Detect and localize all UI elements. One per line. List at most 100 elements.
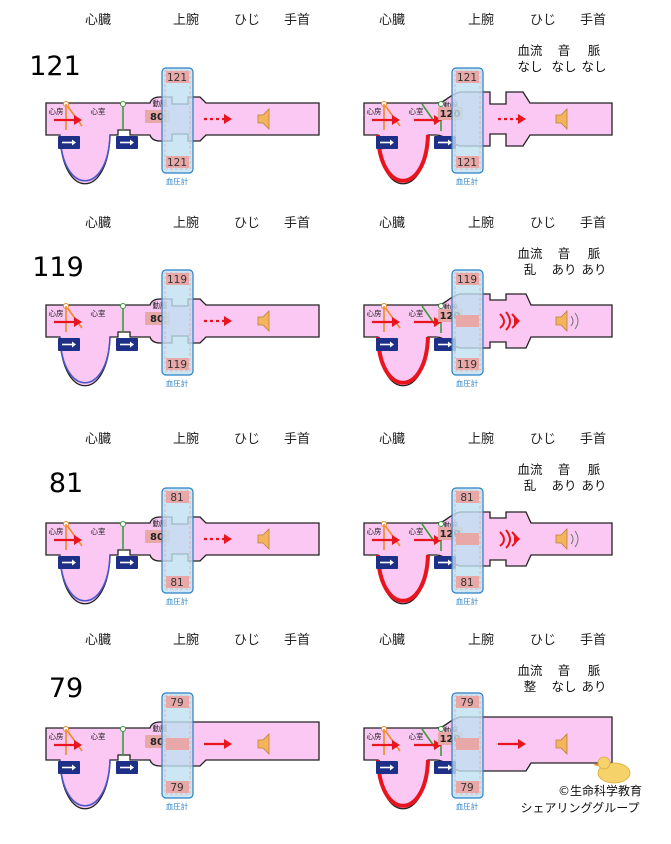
- header-upper_arm-row3-right: 上腕: [468, 431, 494, 447]
- turbulent-flow-head: [514, 533, 520, 545]
- cuff-top-value: 81: [460, 492, 473, 504]
- atrium-label: 心房: [367, 308, 382, 318]
- gauge-label: 血圧計: [166, 801, 189, 811]
- artery-pressure-value: 120: [440, 109, 461, 120]
- header-upper_arm-row4-right: 上腕: [468, 632, 494, 648]
- flow-icon-head: [72, 559, 76, 566]
- inflow-arrow-head: [74, 115, 82, 125]
- aortic-valve-hinge: [120, 303, 126, 309]
- speaker-icon: [257, 528, 270, 550]
- cuff-top-value: 119: [167, 274, 187, 286]
- header-upper_arm-row3-left: 上腕: [173, 431, 199, 447]
- stat-flow-label-row3: 血流: [517, 462, 543, 477]
- stat-flow-value-row3: 乱: [524, 478, 537, 493]
- flow-icon-head: [390, 559, 394, 566]
- outflow-arrow-head: [434, 115, 442, 125]
- cuff-bottom-box: [166, 576, 189, 588]
- cuff-top-value: 121: [167, 72, 187, 84]
- gauge-label: 血圧計: [456, 378, 479, 388]
- panel-row1-left: 心房 心室 動脈 80 121 121 血圧計: [45, 67, 320, 186]
- header-upper_arm-row2-right: 上腕: [468, 215, 494, 231]
- cuff-top-value: 79: [170, 697, 183, 709]
- stat-pulse-label-row3: 脈: [588, 462, 601, 477]
- ventricle-wall: [59, 134, 111, 182]
- duck-beak: [593, 763, 598, 766]
- downstream-arrow-head: [224, 534, 232, 544]
- outflow-arrow-head: [434, 740, 442, 750]
- credit-line1: ©生命科学教育: [558, 783, 642, 798]
- outflow-arrow-head: [434, 317, 442, 327]
- header-upper_arm-row1-right: 上腕: [468, 12, 494, 28]
- stat-sound-label-row1: 音: [558, 43, 571, 58]
- flow-icon-head: [448, 139, 452, 146]
- cuff-bottom-value: 119: [457, 359, 477, 371]
- cuff-center-box: [456, 533, 479, 545]
- aortic-valve-hinge: [120, 521, 126, 527]
- header-elbow-row2-left: ひじ: [234, 216, 260, 231]
- header-elbow-row3-right: ひじ: [530, 432, 556, 447]
- cuff-bottom-value: 119: [167, 359, 187, 371]
- header-wrist-row2-right: 手首: [580, 216, 606, 231]
- ventricle-wall: [376, 759, 430, 808]
- header-upper_arm-row4-left: 上腕: [173, 632, 199, 648]
- ventricle-label: 心室: [91, 526, 106, 536]
- panel-row2-left: 心房 心室 動脈 80 119 119 血圧計: [45, 269, 320, 388]
- sound-waves-icon: [570, 530, 579, 548]
- cuff-top-box: [166, 273, 189, 285]
- speaker-icon: [555, 733, 568, 755]
- inflow-arrow-head: [74, 740, 82, 750]
- cuff-top-box: [166, 71, 189, 83]
- header-heart-row4-left: 心臓: [85, 633, 111, 648]
- header-elbow-row1-right: ひじ: [530, 13, 556, 28]
- flow-icon-head: [130, 139, 134, 146]
- cuff-pressure-row1: 121: [29, 51, 81, 82]
- cuff-top-box: [456, 491, 479, 503]
- header-wrist-row3-right: 手首: [580, 432, 606, 447]
- ventricle-wall: [376, 134, 430, 183]
- artery-vessel: [363, 293, 613, 387]
- downstream-arrow-head: [224, 316, 232, 326]
- cuff-bottom-value: 121: [167, 157, 187, 169]
- stat-pulse-label-row2: 脈: [588, 246, 601, 261]
- duck-head: [597, 756, 611, 770]
- stat-sound-label-row4: 音: [558, 663, 571, 678]
- artery-label: 動脈: [153, 300, 168, 310]
- flow-icon-head: [390, 341, 394, 348]
- header-elbow-row4-left: ひじ: [234, 633, 260, 648]
- atrium-label: 心房: [49, 106, 64, 116]
- cuff-bottom-value: 79: [460, 782, 473, 794]
- panel-row3-left: 心房 心室 動脈 80 81 81 血圧計: [45, 487, 320, 606]
- header-wrist-row4-right: 手首: [580, 633, 606, 648]
- cuff-bottom-box: [166, 358, 189, 370]
- cuff-bottom-box: [456, 576, 479, 588]
- artery-vessel: [363, 511, 613, 605]
- cuff-top-value: 121: [457, 72, 477, 84]
- ventricle-label: 心室: [409, 308, 424, 318]
- pressure-cuff: [451, 67, 484, 174]
- cuff-top-box: [166, 696, 189, 708]
- gauge-label: 血圧計: [166, 596, 189, 606]
- gauge-label: 血圧計: [166, 378, 189, 388]
- artery-pressure-value: 120: [440, 311, 461, 322]
- cuff-pressure-row3: 81: [49, 468, 83, 499]
- cuff-bottom-value: 81: [170, 577, 183, 589]
- header-heart-row1-right: 心臓: [379, 13, 405, 28]
- atrium-label: 心房: [49, 308, 64, 318]
- aortic-valve-hinge: [438, 101, 444, 107]
- flow-icon-head: [448, 341, 452, 348]
- stat-flow-value-row2: 乱: [524, 262, 537, 277]
- cuff-top-box: [166, 491, 189, 503]
- artery-pressure-value: 80: [150, 532, 164, 543]
- flow-icon-head: [448, 764, 452, 771]
- gauge-label: 血圧計: [166, 176, 189, 186]
- aortic-valve-hinge: [438, 726, 444, 732]
- cuff-bottom-box: [166, 156, 189, 168]
- artery-vessel: [363, 91, 613, 185]
- stat-flow-label-row4: 血流: [517, 663, 543, 678]
- speaker-icon: [257, 733, 270, 755]
- flow-icon-head: [448, 559, 452, 566]
- header-elbow-row2-right: ひじ: [530, 216, 556, 231]
- cuff-center-box: [166, 738, 189, 750]
- ventricle-wall: [59, 336, 111, 384]
